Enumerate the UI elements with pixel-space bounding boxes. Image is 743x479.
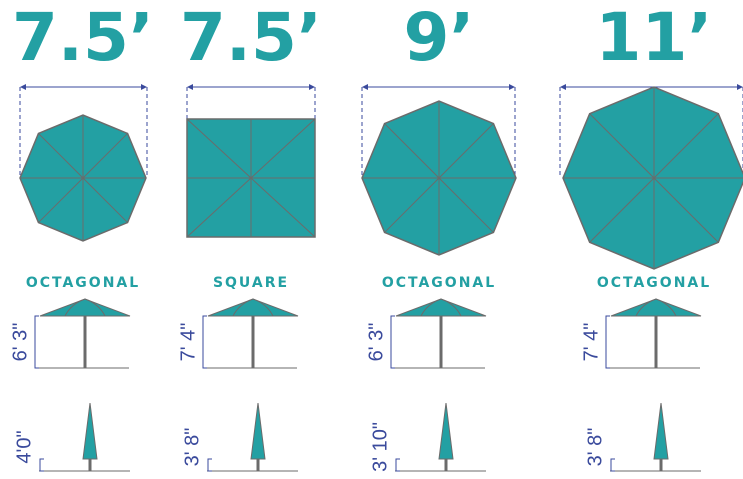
open-height: 7' 4" xyxy=(580,323,602,362)
open-canopy xyxy=(39,298,131,317)
open-canopy xyxy=(395,298,487,317)
rib xyxy=(250,118,316,179)
size-label: 9’ xyxy=(404,0,475,76)
rib xyxy=(438,123,494,179)
rib xyxy=(384,123,440,179)
rib xyxy=(653,177,719,243)
height-bracket xyxy=(34,315,39,369)
open-height: 6' 3" xyxy=(9,323,31,362)
closed-height: 4'0" xyxy=(13,430,35,463)
rib xyxy=(82,133,128,179)
height-bracket xyxy=(39,458,44,472)
size-label: 7.5’ xyxy=(180,0,322,76)
height-bracket xyxy=(395,458,400,472)
open-height: 7' 4" xyxy=(177,323,199,362)
closed-canopy xyxy=(82,402,98,460)
rib xyxy=(250,177,316,238)
canopy-ribs xyxy=(635,298,677,317)
shape-label: OCTAGONAL xyxy=(26,275,140,291)
closed-height: 3' 8" xyxy=(181,428,203,467)
rib xyxy=(653,113,719,179)
shape-label: SQUARE xyxy=(213,275,289,291)
closed-canopy xyxy=(250,402,266,460)
rib xyxy=(38,133,84,179)
closed-canopy xyxy=(653,402,669,460)
size-label: 11’ xyxy=(596,0,713,76)
shape-label: OCTAGONAL xyxy=(382,275,496,291)
shape-label: OCTAGONAL xyxy=(597,275,711,291)
height-bracket xyxy=(207,458,212,472)
canopy-ribs xyxy=(232,298,274,317)
height-bracket xyxy=(390,315,395,369)
open-canopy xyxy=(610,298,702,317)
rib xyxy=(186,177,252,238)
closed-canopy xyxy=(438,402,454,460)
rib xyxy=(186,118,252,179)
height-bracket xyxy=(605,315,610,369)
closed-height: 3' 8" xyxy=(584,428,606,467)
height-bracket xyxy=(610,458,615,472)
open-height: 6' 3" xyxy=(365,323,387,362)
canopy-ribs xyxy=(64,298,106,317)
rib xyxy=(82,177,128,223)
size-label: 7.5’ xyxy=(12,0,154,76)
height-bracket xyxy=(202,315,207,369)
rib xyxy=(589,113,655,179)
rib xyxy=(589,177,655,243)
closed-height: 3' 10" xyxy=(369,422,391,472)
rib xyxy=(384,177,440,233)
rib xyxy=(38,177,84,223)
canopy-ribs xyxy=(420,298,462,317)
rib xyxy=(438,177,494,233)
open-canopy xyxy=(207,298,299,317)
